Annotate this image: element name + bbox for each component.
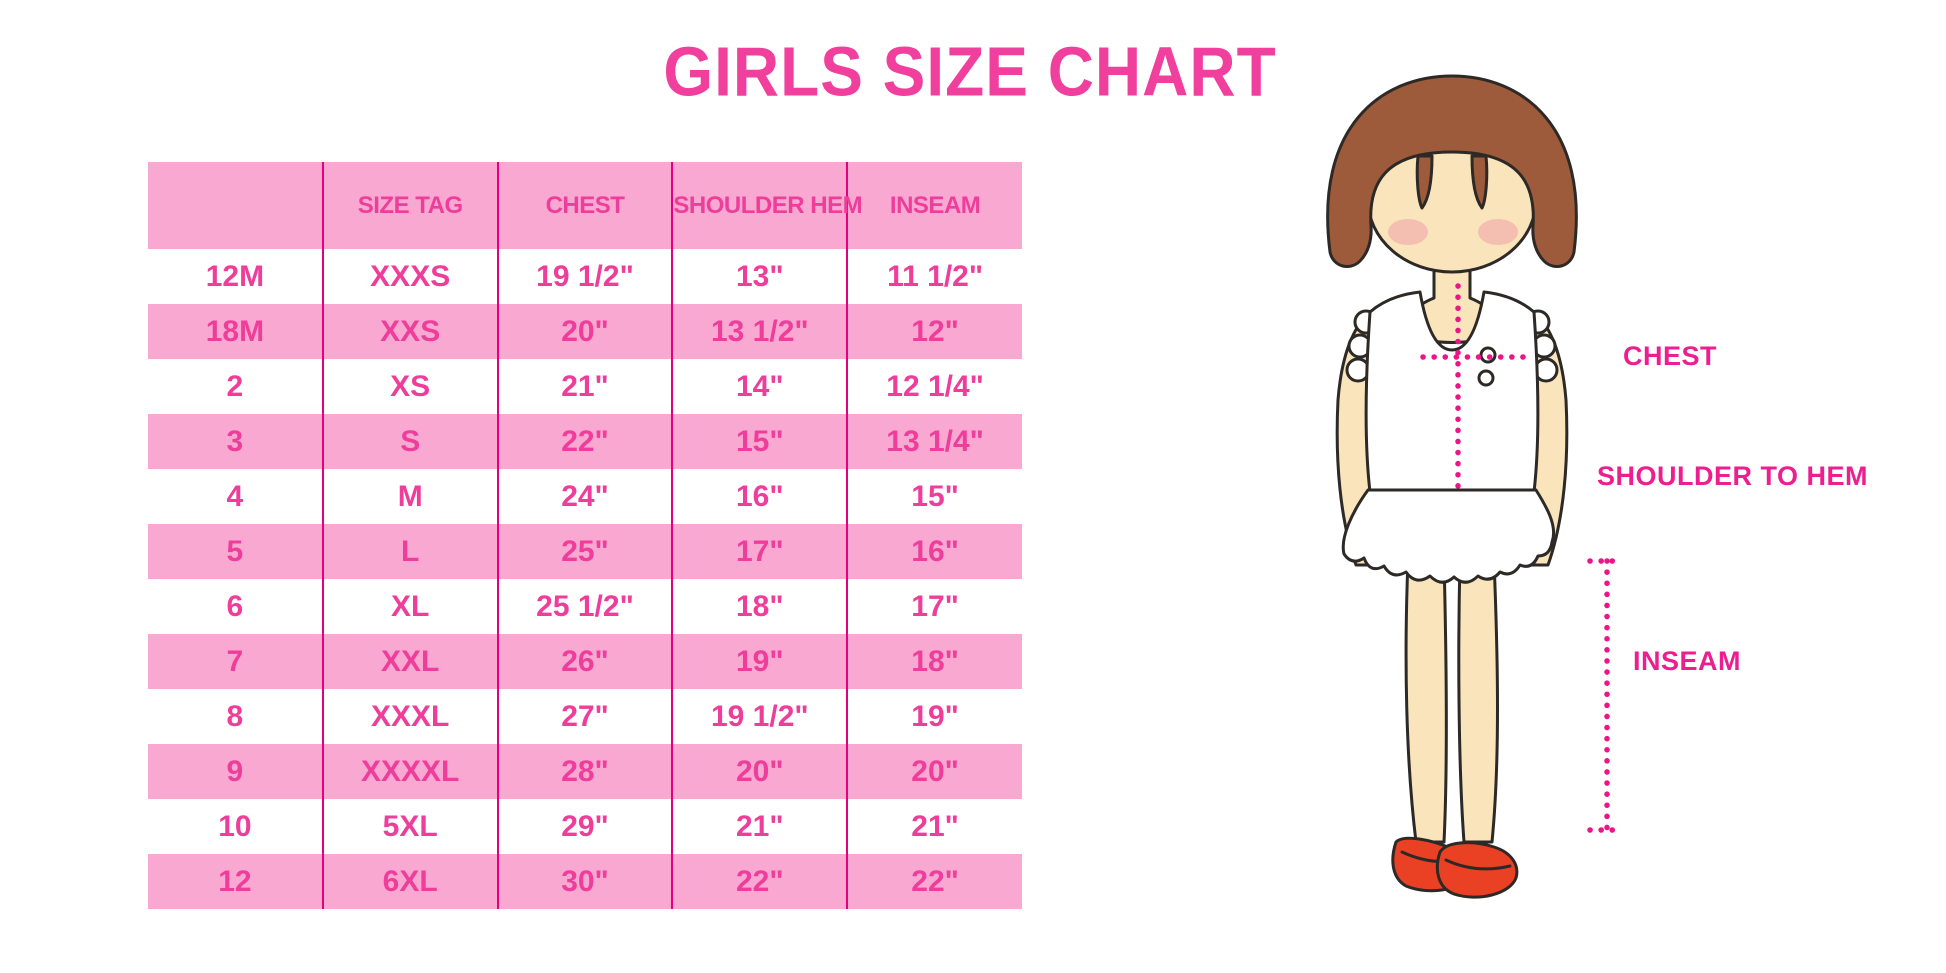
table-cell: 9 [148,744,323,799]
table-cell: 3 [148,414,323,469]
table-row: 4 M 24" 16" 15" [148,469,1022,524]
hair-strand-left [1415,154,1434,210]
table-row: 5 L 25" 17" 16" [148,524,1022,579]
table-cell: 13 1/4" [846,414,1022,469]
table-cell: 21" [496,359,673,414]
table-cell: 25" [496,524,673,579]
right-shoe-strap [1444,858,1512,871]
table-cell: 22" [671,854,848,909]
table-cell: 11 1/2" [846,249,1022,304]
table-cell: L [321,524,498,579]
table-cell: 12 [148,854,323,909]
header-cell-chest: CHEST [496,162,673,249]
size-table: SIZE TAG CHEST SHOULDER HEM INSEAM 12M XX… [148,162,1022,909]
table-cell: 19 1/2" [671,689,848,744]
table-cell: 24" [496,469,673,524]
table-cell: 5XL [321,799,498,854]
table-cell: 29" [496,799,673,854]
hair [1326,74,1578,268]
table-cell: 20" [496,304,673,359]
table-row: 3 S 22" 15" 13 1/4" [148,414,1022,469]
table-cell: 7 [148,634,323,689]
left-blush [1388,219,1428,245]
header-cell-inseam: INSEAM [846,162,1022,249]
measurement-figure: CHEST SHOULDER TO HEM INSEAM [1180,60,1940,960]
table-cell: 30" [496,854,673,909]
table-cell: 12 1/4" [846,359,1022,414]
table-cell: 15" [671,414,848,469]
table-row: 10 5XL 29" 21" 21" [148,799,1022,854]
table-cell: 22" [496,414,673,469]
header-cell-size [148,162,323,249]
page-title: GIRLS SIZE CHART [663,33,1277,111]
table-cell: XXS [321,304,498,359]
table-cell: 21" [671,799,848,854]
table-cell: 21" [846,799,1022,854]
table-cell: 6XL [321,854,498,909]
table-cell: 16" [846,524,1022,579]
shoulder-to-hem-label: SHOULDER TO HEM [1597,461,1869,491]
table-cell: 14" [671,359,848,414]
table-cell: S [321,414,498,469]
table-cell: 18" [671,579,848,634]
bodice [1364,290,1540,494]
button [1477,369,1495,387]
table-cell: 6 [148,579,323,634]
table-cell: 22" [846,854,1022,909]
table-row: 7 XXL 26" 19" 18" [148,634,1022,689]
table-cell: XS [321,359,498,414]
table-cell: XL [321,579,498,634]
header-cell-shoulder-hem: SHOULDER HEM [671,162,863,249]
table-cell: 27" [496,689,673,744]
table-row: 2 XS 21" 14" 12 1/4" [148,359,1022,414]
table-cell: XXXS [321,249,498,304]
table-row: 18M XXS 20" 13 1/2" 12" [148,304,1022,359]
table-row: 12M XXXS 19 1/2" 13" 11 1/2" [148,249,1022,304]
header-row: SIZE TAG CHEST SHOULDER HEM INSEAM [148,162,1022,249]
table-cell: 10 [148,799,323,854]
right-leg [1457,558,1499,844]
table-cell: 18M [148,304,323,359]
table-row: 9 XXXXL 28" 20" 20" [148,744,1022,799]
table-cell: 15" [846,469,1022,524]
table-cell: 20" [671,744,848,799]
girl-illustration [1326,74,1624,899]
table-cell: 5 [148,524,323,579]
table-cell: 19" [846,689,1022,744]
table-cell: 16" [671,469,848,524]
table-row: 8 XXXL 27" 19 1/2" 19" [148,689,1022,744]
left-leg [1404,558,1448,844]
table-cell: 18" [846,634,1022,689]
chest-label: CHEST [1623,341,1718,371]
table-cell: 17" [846,579,1022,634]
table-cell: 25 1/2" [496,579,673,634]
skirt-ruffle [1341,488,1555,584]
table-cell: XXXXL [321,744,498,799]
table-cell: 17" [671,524,848,579]
table-cell: 13" [671,249,848,304]
table-row: 6 XL 25 1/2" 18" 17" [148,579,1022,634]
table-cell: 28" [496,744,673,799]
table-row: 12 6XL 30" 22" 22" [148,854,1022,909]
table-cell: 8 [148,689,323,744]
right-blush [1478,219,1518,245]
table-cell: XXL [321,634,498,689]
size-table-body: 12M XXXS 19 1/2" 13" 11 1/2" 18M XXS 20" 13 1/2"… [148,249,1022,909]
inseam-label: INSEAM [1633,646,1742,676]
table-cell: 13 1/2" [671,304,848,359]
table-cell: 4 [148,469,323,524]
table-cell: 19 1/2" [496,249,673,304]
table-cell: 12" [846,304,1022,359]
table-cell: XXXL [321,689,498,744]
table-cell: 2 [148,359,323,414]
header-cell-size-tag: SIZE TAG [321,162,498,249]
hair-strand-right [1470,154,1489,210]
table-cell: 20" [846,744,1022,799]
table-cell: M [321,469,498,524]
table-cell: 19" [671,634,848,689]
table-cell: 12M [148,249,323,304]
table-cell: 26" [496,634,673,689]
